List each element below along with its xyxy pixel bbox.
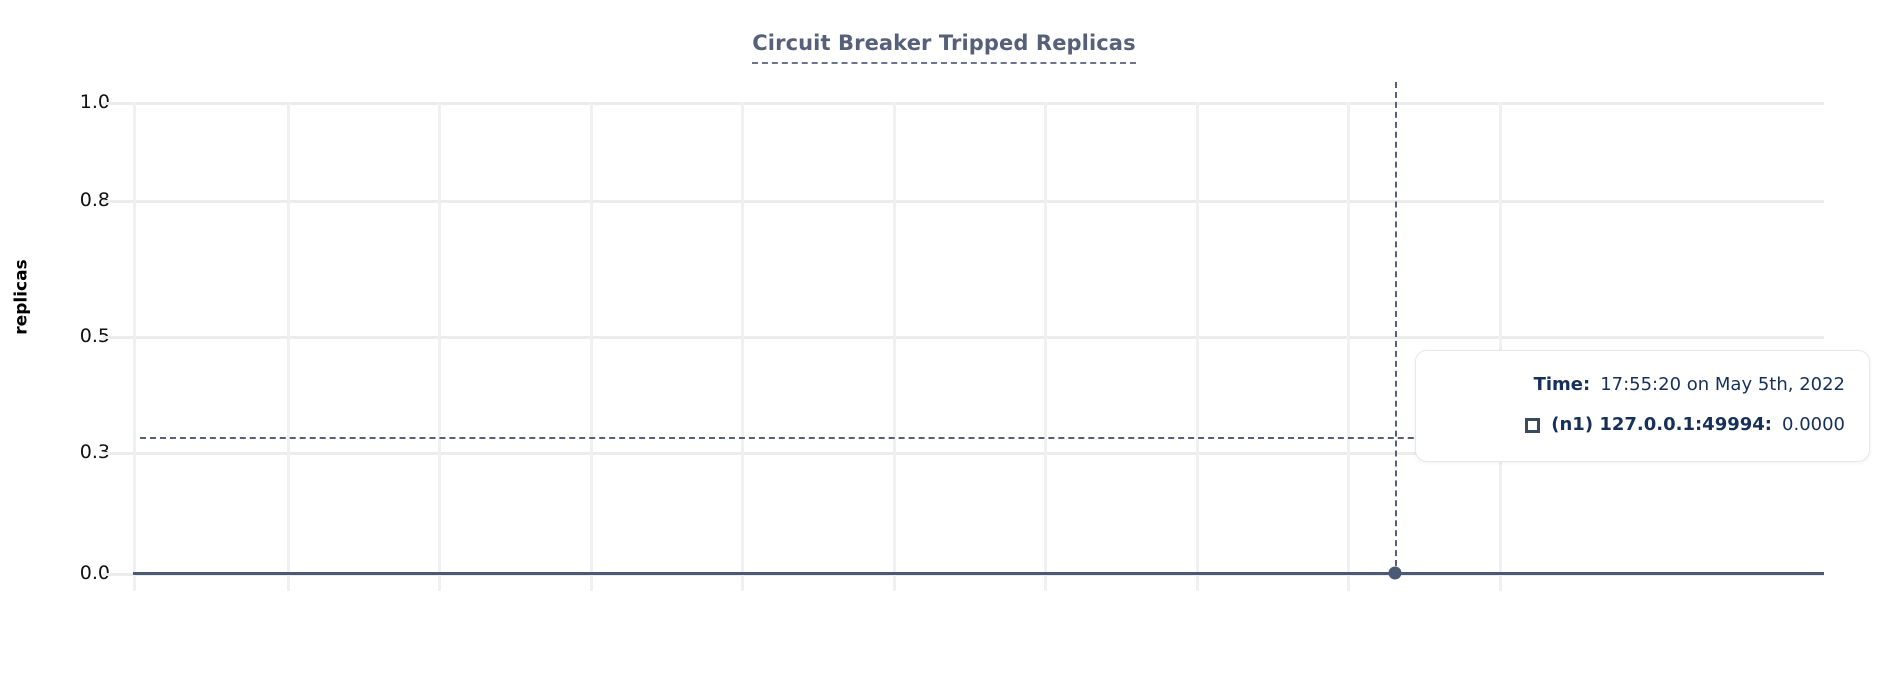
gridline-horizontal: [103, 102, 1824, 105]
gridline-vertical: [741, 102, 744, 591]
y-tick-label: 0.0: [79, 562, 110, 584]
gridline-horizontal: [103, 336, 1824, 339]
gridline-vertical: [1499, 102, 1502, 591]
y-tick-label: 0.5: [79, 325, 110, 347]
series-color-swatch-icon: [1525, 417, 1541, 433]
tooltip-series-row: (n1) 127.0.0.1:49994: 0.0000: [1440, 411, 1845, 439]
page-title: Circuit Breaker Tripped Replicas: [0, 30, 1888, 64]
gridline-vertical: [438, 102, 441, 591]
hover-data-point[interactable]: [1388, 566, 1402, 580]
y-axis-label: replicas: [2, 0, 42, 674]
series-line-n1: [133, 572, 1824, 575]
gridline-horizontal: [103, 452, 1824, 455]
y-tick-label: 0.8: [79, 189, 110, 211]
crosshair-horizontal: [140, 437, 1833, 439]
crosshair-vertical: [1395, 82, 1397, 576]
gridline-vertical: [893, 102, 896, 591]
y-tick-label: 1.0: [79, 91, 110, 113]
gridline-vertical: [1347, 102, 1350, 591]
gridline-vertical: [1196, 102, 1199, 591]
chart-title-text: Circuit Breaker Tripped Replicas: [752, 30, 1136, 64]
tooltip-series-label: (n1) 127.0.0.1:49994:: [1551, 414, 1773, 435]
y-tick-label: 0.3: [79, 441, 110, 463]
plot-area[interactable]: 17:48 17:49 17:50 17:51 17:52 17:53 17:5…: [103, 82, 1833, 591]
tooltip-time-label: Time:: [1533, 374, 1591, 395]
gridline-vertical: [1044, 102, 1047, 591]
gridline-vertical: [287, 102, 290, 591]
tooltip-time-value: 17:55:20 on May 5th, 2022: [1600, 374, 1845, 395]
gridline-vertical: [133, 102, 136, 591]
gridline-horizontal: [103, 200, 1824, 203]
gridline-vertical: [590, 102, 593, 591]
tooltip-time-row: Time: 17:55:20 on May 5th, 2022: [1440, 371, 1845, 399]
y-axis-label-text: replicas: [12, 259, 32, 335]
hover-tooltip: Time: 17:55:20 on May 5th, 2022 (n1) 127…: [1415, 350, 1870, 462]
tooltip-series-value: 0.0000: [1782, 414, 1845, 435]
